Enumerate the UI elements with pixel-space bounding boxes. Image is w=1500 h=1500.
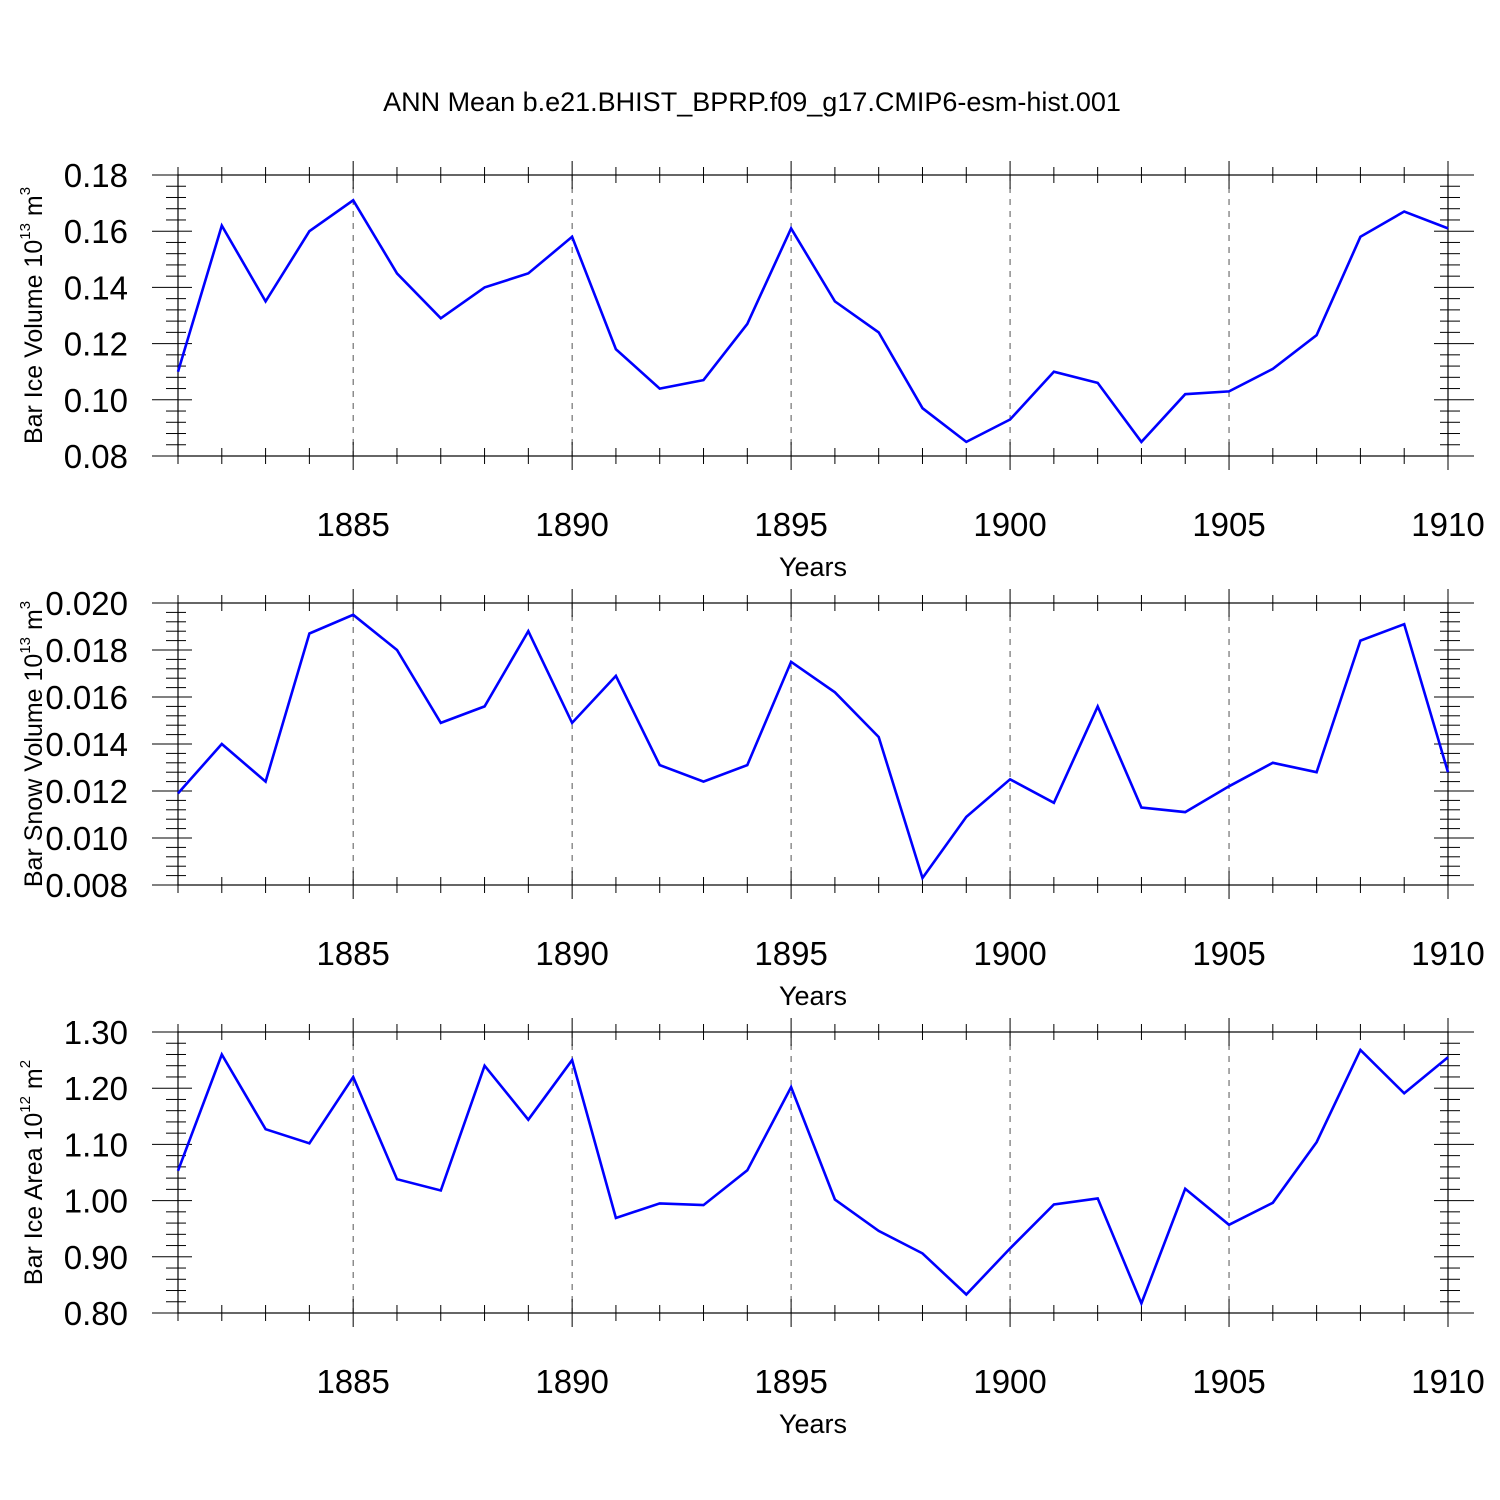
chart-panel-1: 0.08 0.10 0.12 0.14 0.16 0.18 1885 1890 1895 1900… [17, 157, 1485, 582]
y-tick-label: 0.08 [64, 438, 128, 475]
y-tick-label: 0.018 [45, 632, 128, 669]
y-tick-label: 0.16 [64, 213, 128, 250]
x-tick-label: 1885 [316, 506, 389, 543]
y-axis-label-text: Bar Ice Volume 10 [20, 240, 48, 444]
x-tick-label: 1905 [1192, 935, 1265, 972]
y-tick-label: 1.30 [64, 1014, 128, 1051]
y-tick-label: 0.80 [64, 1295, 128, 1332]
x-tick-label: 1890 [535, 506, 608, 543]
y-tick-label: 0.12 [64, 326, 128, 363]
y-axis-label-unit: m [20, 195, 48, 223]
x-tick-label: 1900 [973, 935, 1046, 972]
plot-frame [177, 1031, 1449, 1314]
x-tick-label: 1900 [973, 506, 1046, 543]
y-tick-label: 1.00 [64, 1183, 128, 1220]
series-line-2 [177, 613, 1450, 881]
y-tick-label: 0.90 [64, 1239, 128, 1276]
y-tick-label: 0.020 [45, 585, 128, 622]
y-tick-label: 0.14 [64, 269, 128, 306]
x-axis-label: Years [779, 1409, 847, 1439]
x-tick-label: 1895 [754, 506, 827, 543]
y-axis-label: Bar Ice Volume 1013 m3 [17, 187, 48, 444]
x-tick-label: 1885 [316, 935, 389, 972]
x-axis-label: Years [779, 552, 847, 582]
x-tick-label: 1890 [535, 935, 608, 972]
x-tick-label: 1895 [754, 935, 827, 972]
y-axis-label-unit-exponent: 2 [17, 1060, 34, 1068]
y-axis-label-text: Bar Ice Area 10 [20, 1113, 48, 1285]
x-tick-label: 1910 [1411, 1363, 1484, 1400]
y-axis-label: Bar Snow Volume 1013 m3 [17, 601, 48, 887]
y-tick-label: 0.008 [45, 867, 128, 904]
series-line-3 [176, 1047, 1449, 1307]
x-tick-label: 1910 [1411, 506, 1484, 543]
y-axis-label-exponent: 13 [17, 223, 34, 240]
x-tick-label: 1905 [1192, 1363, 1265, 1400]
y-axis-label-unit-exponent: 3 [17, 187, 34, 195]
y-axis-label-unit: m [20, 609, 48, 637]
y-tick-label: 0.18 [64, 157, 128, 194]
x-tick-label: 1890 [535, 1363, 608, 1400]
y-tick-label: 0.014 [45, 726, 128, 763]
y-tick-label: 0.10 [64, 382, 128, 419]
y-tick-label: 0.016 [45, 679, 128, 716]
x-tick-label: 1900 [973, 1363, 1046, 1400]
y-tick-label: 1.10 [64, 1126, 128, 1163]
y-axis-label-exponent: 12 [17, 1096, 34, 1113]
series-line-1 [176, 198, 1449, 444]
y-tick-label: 1.20 [64, 1070, 128, 1107]
chart-panel-3: 0.80 0.90 1.00 1.10 1.20 1.30 1885 1890 1895 1900… [17, 1014, 1485, 1439]
y-axis-label-unit: m [20, 1068, 48, 1096]
chart-panel-2: 0.008 0.010 0.012 0.014 0.016 0.018 0.020 1885 1… [17, 585, 1485, 1011]
y-tick-label: 0.012 [45, 773, 128, 810]
x-tick-label: 1910 [1411, 935, 1484, 972]
plot-frame [177, 602, 1449, 886]
plot-frame [177, 174, 1449, 457]
x-axis-label: Years [779, 981, 847, 1011]
figure-title: ANN Mean b.e21.BHIST_BPRP.f09_g17.CMIP6-… [383, 87, 1121, 117]
y-tick-label: 0.010 [45, 820, 128, 857]
y-axis-label-unit-exponent: 3 [17, 601, 34, 609]
y-axis-label-exponent: 13 [17, 637, 34, 654]
x-tick-label: 1905 [1192, 506, 1265, 543]
y-axis-label-text: Bar Snow Volume 10 [20, 654, 48, 887]
x-tick-label: 1895 [754, 1363, 827, 1400]
x-tick-label: 1885 [316, 1363, 389, 1400]
y-axis-label: Bar Ice Area 1012 m2 [17, 1060, 48, 1285]
